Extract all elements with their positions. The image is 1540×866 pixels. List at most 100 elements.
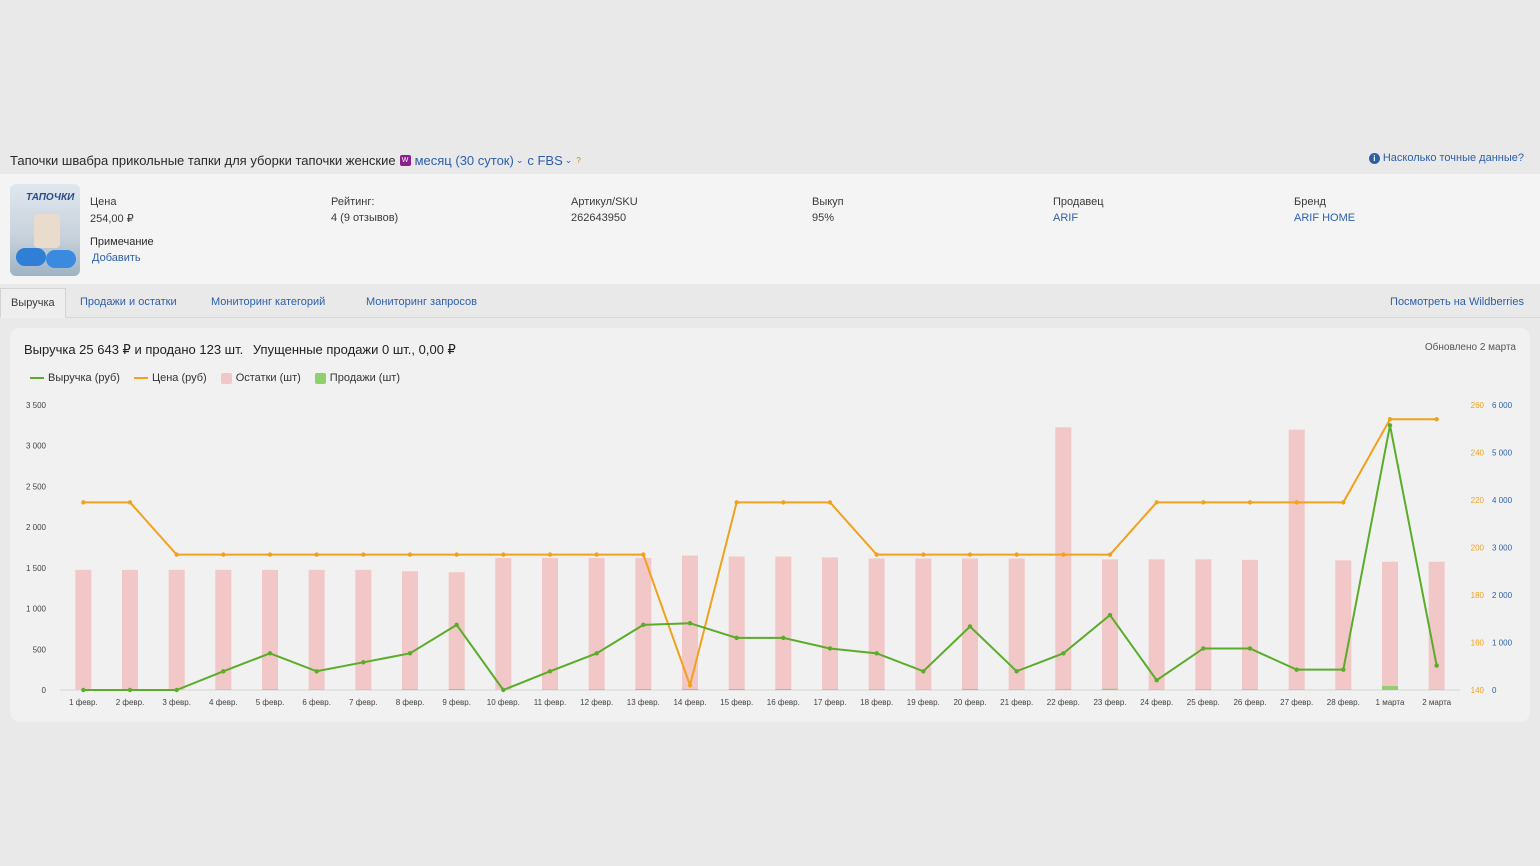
sku-label: Артикул/SKU [571,196,638,208]
y-tick-label-stock: 4 000 [1492,496,1513,505]
revenue-point [547,669,553,674]
period-selector[interactable]: месяц (30 суток) [414,152,514,168]
x-tick-label: 13 февр. [627,698,660,707]
sales-bar [775,689,792,690]
missed-sales-summary: Упущенные продажи 0 шт., 0,00 ₽ [252,342,456,357]
legend-stock-label: Остатки (шт) [235,372,301,384]
x-tick-label: 24 февр. [1140,698,1173,707]
x-tick-label: 4 февр. [209,698,238,707]
stock-bar [402,571,418,690]
revenue-chart-card: Выручка 25 643 ₽ и продано 123 шт. Упуще… [10,328,1530,722]
price-point [1247,500,1253,505]
chevron-down-icon[interactable]: ⌄ [564,154,573,165]
price-point [687,683,693,688]
x-tick-label: 15 февр. [720,698,753,707]
legend-line-swatch [30,377,44,379]
price-point [1154,500,1159,505]
sales-bar [588,689,605,690]
add-note-link[interactable]: Добавить [92,252,141,264]
thumbnail-slipper [46,250,76,268]
legend-stock[interactable]: Остатки (шт) [220,372,301,384]
sales-bar [1242,689,1258,690]
price-point [781,500,786,505]
sku-field: Артикул/SKU 262643950 [571,196,638,224]
revenue-point [827,646,833,651]
help-icon[interactable]: ? [576,155,581,165]
stock-bar [495,557,512,690]
price-value: 254,00 ₽ [90,213,134,225]
stock-bar [122,569,138,690]
brand-link[interactable]: ARIF HOME [1294,212,1356,224]
tab-category-monitoring[interactable]: Мониторинг категорий [211,296,326,308]
stock-bar [1008,558,1025,690]
stock-bar [728,556,745,690]
y-tick-label-left: 1 000 [26,605,47,614]
price-point [407,552,413,557]
x-tick-label: 1 февр. [69,698,98,707]
sales-bar [1102,688,1118,690]
thumbnail-legs [34,214,60,248]
revenue-point [967,624,973,629]
tab-bar: Выручка Продажи и остатки Мониторинг кат… [0,288,1540,318]
stock-bar [915,558,932,690]
chart-summary: Выручка 25 643 ₽ и продано 123 шт. Упуще… [24,342,462,358]
x-tick-label: 25 февр. [1187,698,1220,707]
stock-bar [775,556,792,690]
rating-value: 4 (9 отзывов) [331,212,399,224]
price-point [921,552,926,557]
legend-price[interactable]: Цена (руб) [133,372,207,384]
price-point [1434,417,1439,422]
price-field: Цена 254,00 ₽ [90,196,134,225]
revenue-point [641,622,646,628]
updated-date: Обновлено 2 марта [1424,342,1516,353]
price-point [81,500,86,505]
y-tick-label-price: 200 [1471,544,1485,553]
price-point [641,552,646,557]
tab-revenue[interactable]: Выручка [0,288,66,318]
y-tick-label-left: 2 500 [26,482,47,491]
stock-bar [355,569,372,690]
revenue-point [407,651,413,656]
stock-bar [1428,561,1445,690]
price-point [594,552,599,557]
price-point [1014,552,1019,557]
x-tick-label: 14 февр. [673,698,706,707]
legend-sales[interactable]: Продажи (шт) [314,372,400,384]
stock-bar [962,558,978,690]
price-point [874,552,879,557]
price-point [1387,417,1393,422]
revenue-point [921,669,926,674]
revenue-point [454,622,459,628]
revenue-point [361,660,366,665]
x-tick-label: 20 февр. [953,698,986,707]
x-tick-label: 10 февр. [487,698,520,707]
fbs-selector[interactable]: с FBS [527,152,563,168]
stock-bar [262,569,278,690]
revenue-line [83,425,1438,692]
legend-revenue[interactable]: Выручка (руб) [30,372,120,384]
tab-query-monitoring[interactable]: Мониторинг запросов [366,296,477,308]
legend-sales-label: Продажи (шт) [329,372,400,384]
y-tick-label-price: 260 [1471,401,1485,410]
price-point [1294,500,1299,505]
price-point [314,552,319,557]
rating-label: Рейтинг: [331,196,375,208]
chart-legend: Выручка (руб) Цена (руб) Остатки (шт) Пр… [30,372,400,384]
revenue-point [687,621,693,626]
rating-field: Рейтинг: 4 (9 отзывов) [331,196,398,224]
x-tick-label: 1 марта [1376,698,1405,707]
tab-sales-stock[interactable]: Продажи и остатки [80,296,177,308]
revenue-point [1247,646,1253,651]
stock-bar [1335,560,1352,690]
product-thumbnail[interactable]: ТАПОЧКИ [10,184,80,276]
chevron-down-icon[interactable]: ⌄ [515,154,524,165]
revenue-point [734,635,739,641]
revenue-point [501,687,506,693]
brand-label: Бренд [1294,196,1326,208]
view-on-wildberries-link[interactable]: Посмотреть на Wildberries [1390,296,1524,308]
brand-field: Бренд ARIF HOME [1294,196,1355,224]
accuracy-link[interactable]: i Насколько точные данные? [1368,152,1524,164]
checkbox-icon [314,372,326,384]
revenue-point [1434,663,1439,668]
seller-link[interactable]: ARIF [1053,212,1079,224]
